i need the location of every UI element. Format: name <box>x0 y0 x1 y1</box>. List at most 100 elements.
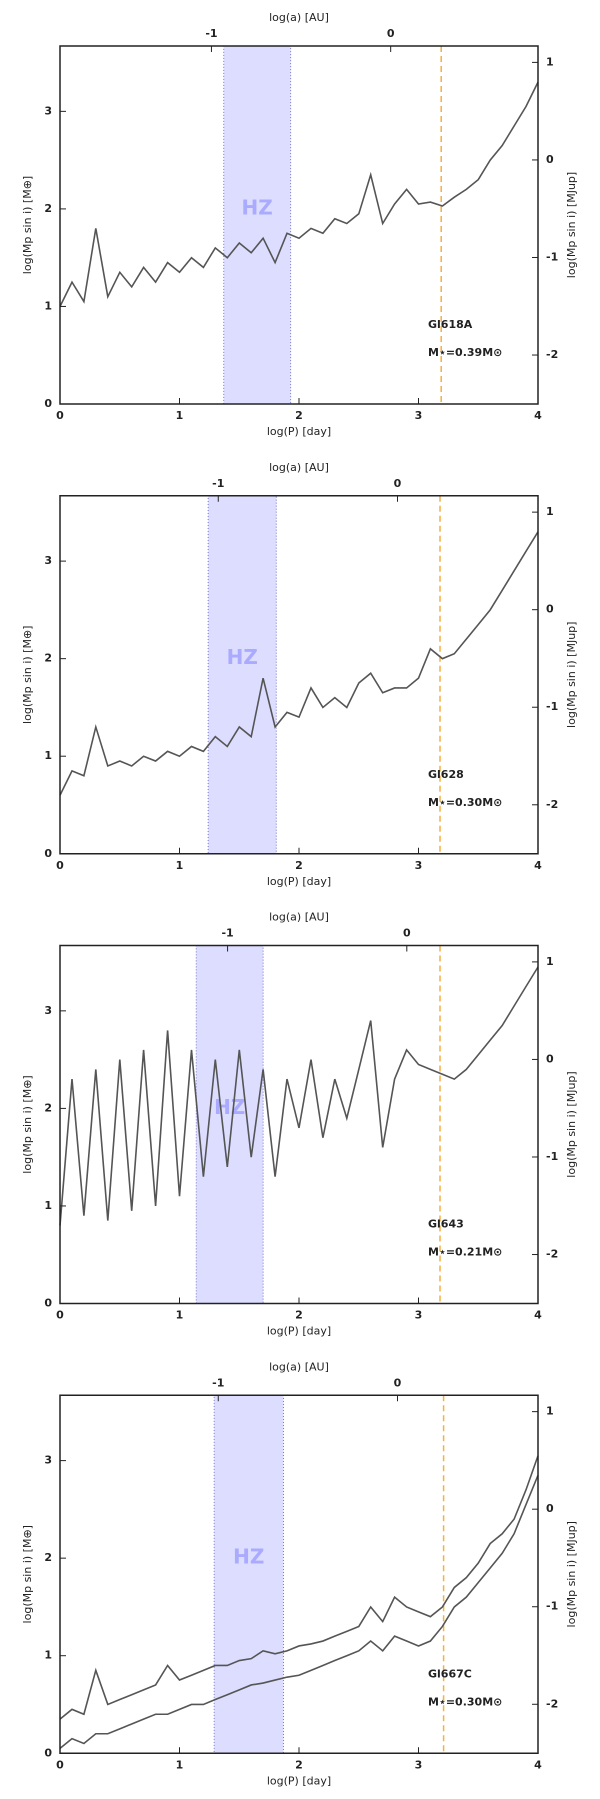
y-tick-label: 0 <box>44 1297 52 1310</box>
x-tick-label: 2 <box>295 1758 303 1771</box>
y2-tick-label: 1 <box>546 55 554 68</box>
detection-limit <box>59 1455 539 1720</box>
y-tick-label: 3 <box>44 104 52 117</box>
x-tick-label: 2 <box>295 859 303 872</box>
annotation: M⋆=0.30M⊙ <box>428 796 502 809</box>
y2-axis-label: log(Mp sin i) [MJup] <box>565 172 578 278</box>
x2-tick-label: 0 <box>403 927 411 940</box>
habitable-zone <box>223 45 292 405</box>
y-axis-label: log(Mp sin i) [M⊕] <box>21 1525 34 1623</box>
y-tick-label: 0 <box>44 397 52 410</box>
habitable-zone <box>213 1394 284 1754</box>
x-tick-label: 4 <box>534 1309 542 1322</box>
x-tick-label: 3 <box>415 1309 423 1322</box>
detection-limit <box>59 1474 539 1749</box>
x-tick-label: 4 <box>534 409 542 422</box>
y2-axis-label: log(Mp sin i) [MJup] <box>565 622 578 728</box>
x-axis-label: log(P) [day] <box>267 1325 331 1338</box>
y2-tick-label: 0 <box>546 1502 554 1515</box>
y-tick-label: 3 <box>44 1454 52 1467</box>
detection-limit <box>59 531 539 796</box>
hz-label: HZ <box>233 1545 264 1569</box>
hz-label: HZ <box>227 645 258 669</box>
y-tick-label: 2 <box>44 1101 52 1114</box>
x-tick-label: 0 <box>56 409 64 422</box>
y2-tick-label: 1 <box>546 955 554 968</box>
x-tick-label: 2 <box>295 409 303 422</box>
annotation: M⋆=0.39M⊙ <box>428 346 502 359</box>
y-tick-label: 0 <box>44 847 52 860</box>
x2-tick-label: 0 <box>387 27 395 40</box>
x2-axis-label: log(a) [AU] <box>269 911 329 924</box>
x2-tick-label: -1 <box>205 27 217 40</box>
y-tick-label: 1 <box>44 299 52 312</box>
habitable-zone <box>207 495 277 855</box>
hz-label: HZ <box>214 1095 245 1119</box>
x-tick-label: 4 <box>534 1758 542 1771</box>
y2-tick-label: 0 <box>546 153 554 166</box>
x-axis-label: log(P) [day] <box>267 1774 331 1787</box>
x-tick-label: 0 <box>56 1309 64 1322</box>
x-tick-label: 2 <box>295 1309 303 1322</box>
y-axis-label: log(Mp sin i) [M⊕] <box>21 626 34 724</box>
y-axis-label: log(Mp sin i) [M⊕] <box>21 176 34 274</box>
x-tick-label: 1 <box>176 1758 184 1771</box>
annotation: Gl643 <box>428 1218 464 1231</box>
x2-tick-label: -1 <box>212 1376 224 1389</box>
annotation: M⋆=0.30M⊙ <box>428 1695 502 1708</box>
x2-axis-label: log(a) [AU] <box>269 11 329 24</box>
y-tick-label: 2 <box>44 652 52 665</box>
x-tick-label: 3 <box>415 1758 423 1771</box>
detection-limit <box>59 81 539 307</box>
x2-tick-label: -1 <box>212 477 224 490</box>
y2-tick-label: -2 <box>546 1248 558 1261</box>
y2-tick-label: -1 <box>546 1600 558 1613</box>
y-tick-label: 0 <box>44 1746 52 1759</box>
y2-tick-label: -1 <box>546 250 558 263</box>
habitable-zone <box>195 945 264 1304</box>
y2-tick-label: -1 <box>546 1150 558 1163</box>
x2-tick-label: -1 <box>221 927 233 940</box>
annotation: Gl667C <box>428 1667 472 1680</box>
y2-tick-label: 1 <box>546 1405 554 1418</box>
x-tick-label: 0 <box>56 1758 64 1771</box>
annotation: Gl618A <box>428 318 473 331</box>
x-tick-label: 3 <box>415 859 423 872</box>
x-tick-label: 3 <box>415 409 423 422</box>
y2-tick-label: 0 <box>546 603 554 616</box>
y-tick-label: 1 <box>44 749 52 762</box>
y2-tick-label: -2 <box>546 798 558 811</box>
y-tick-label: 1 <box>44 1199 52 1212</box>
y-tick-label: 1 <box>44 1649 52 1662</box>
x2-tick-label: 0 <box>394 477 402 490</box>
x-axis-label: log(P) [day] <box>267 875 331 888</box>
hz-label: HZ <box>242 195 273 219</box>
y-tick-label: 3 <box>44 1004 52 1017</box>
y2-tick-label: -2 <box>546 348 558 361</box>
detection-limit <box>59 966 539 1226</box>
y-tick-label: 3 <box>44 554 52 567</box>
y2-axis-label: log(Mp sin i) [MJup] <box>565 1071 578 1177</box>
y2-tick-label: 1 <box>546 505 554 518</box>
x2-axis-label: log(a) [AU] <box>269 1360 329 1373</box>
x-tick-label: 1 <box>176 1309 184 1322</box>
y2-tick-label: 0 <box>546 1052 554 1065</box>
y2-axis-label: log(Mp sin i) [MJup] <box>565 1521 578 1627</box>
x-tick-label: 4 <box>534 859 542 872</box>
y2-tick-label: -1 <box>546 700 558 713</box>
x2-axis-label: log(a) [AU] <box>269 461 329 474</box>
x-axis-label: log(P) [day] <box>267 425 331 438</box>
x-tick-label: 1 <box>176 859 184 872</box>
annotation: Gl628 <box>428 768 464 781</box>
y2-tick-label: -2 <box>546 1697 558 1710</box>
annotation: M⋆=0.21M⊙ <box>428 1246 502 1259</box>
x2-tick-label: 0 <box>394 1376 402 1389</box>
y-tick-label: 2 <box>44 1551 52 1564</box>
y-axis-label: log(Mp sin i) [M⊕] <box>21 1075 34 1173</box>
x-tick-label: 0 <box>56 859 64 872</box>
